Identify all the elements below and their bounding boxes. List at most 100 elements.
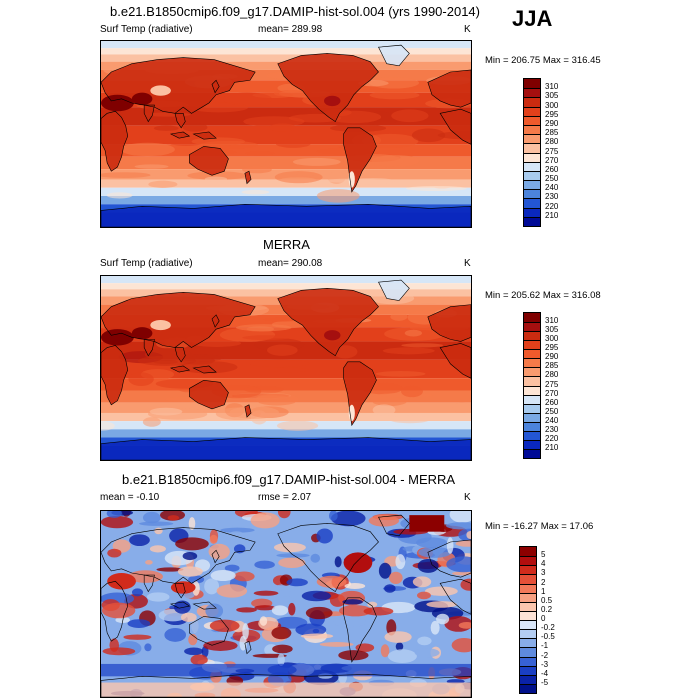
colorbar-tick-label: -0.2 — [541, 623, 555, 633]
colorbar-swatch — [524, 189, 540, 199]
colorbar-tick-label: 0.5 — [541, 595, 553, 605]
colorbar-swatch — [520, 620, 536, 630]
colorbar-tick-label: -5 — [541, 677, 549, 687]
colorbar-swatch — [524, 143, 540, 153]
colorbar-tick-label: -0.5 — [541, 632, 555, 642]
panel-1-units: K — [464, 24, 471, 35]
panel-3-title: b.e21.B1850cmip6.f09_g17.DAMIP-hist-sol.… — [122, 472, 456, 487]
map-field — [101, 511, 471, 697]
colorbar-swatch — [524, 198, 540, 208]
colorbar-swatch — [524, 403, 540, 413]
colorbar-tick-label: 300 — [545, 334, 559, 344]
panel-3-colorbar — [519, 546, 537, 694]
panel-1-minmax: Min = 206.75 Max = 316.45 — [485, 55, 601, 66]
colorbar-swatch — [524, 152, 540, 162]
colorbar-swatch — [524, 376, 540, 386]
colorbar-swatch — [524, 322, 540, 332]
panel-3-rmse: rmse = 2.07 — [258, 492, 312, 503]
colorbar-swatch — [520, 601, 536, 611]
colorbar-swatch — [524, 180, 540, 190]
colorbar-swatch — [524, 430, 540, 440]
colorbar-swatch — [524, 161, 540, 171]
colorbar-swatch — [520, 674, 536, 684]
colorbar-swatch — [520, 556, 536, 566]
colorbar-swatch — [520, 592, 536, 602]
colorbar-tick-label: 220 — [545, 201, 559, 211]
colorbar-tick-label: 240 — [545, 415, 559, 425]
panel-1-mean: mean= 289.98 — [258, 24, 323, 35]
colorbar-swatch — [524, 340, 540, 350]
colorbar-swatch — [524, 216, 540, 226]
colorbar-swatch — [524, 106, 540, 116]
season-label: JJA — [512, 6, 553, 31]
colorbar-tick-label: 295 — [545, 343, 559, 353]
colorbar-swatch — [520, 583, 536, 593]
panel-2-units: K — [464, 258, 471, 269]
panel-3-mean: mean = -0.10 — [100, 492, 160, 503]
colorbar-swatch — [520, 656, 536, 666]
colorbar-swatch — [524, 331, 540, 341]
panel-2-minmax: Min = 205.62 Max = 316.08 — [485, 290, 601, 301]
panel-2-map — [100, 275, 472, 461]
colorbar-tick-label: 280 — [545, 137, 559, 147]
colorbar-tick-label: -2 — [541, 650, 549, 660]
colorbar-swatch — [520, 683, 536, 693]
colorbar-tick-label: 210 — [545, 442, 559, 452]
colorbar-swatch — [524, 124, 540, 135]
colorbar-tick-label: 3 — [541, 568, 546, 578]
colorbar-tick-label: 2 — [541, 577, 546, 587]
colorbar-swatch — [524, 170, 540, 181]
colorbar-swatch — [520, 647, 536, 657]
colorbar-swatch — [524, 207, 540, 217]
colorbar-tick-label: 5 — [541, 550, 546, 560]
colorbar-tick-label: -3 — [541, 659, 549, 669]
colorbar-swatch — [524, 358, 540, 368]
colorbar-tick-label: 270 — [545, 388, 559, 398]
colorbar-tick-label: 305 — [545, 91, 559, 101]
colorbar-tick-label: 310 — [545, 316, 559, 326]
colorbar-tick-label: 285 — [545, 128, 559, 138]
colorbar-tick-label: 1 — [541, 586, 546, 596]
colorbar-tick-label: 260 — [545, 397, 559, 407]
panel-1-title: b.e21.B1850cmip6.f09_g17.DAMIP-hist-sol.… — [110, 4, 480, 19]
colorbar-tick-label: 0.2 — [541, 604, 553, 614]
map-field — [101, 41, 471, 227]
colorbar-tick-label: 275 — [545, 379, 559, 389]
colorbar-tick-label: 270 — [545, 155, 559, 165]
colorbar-swatch — [520, 547, 536, 557]
panel-1-variable: Surf Temp (radiative) — [100, 24, 193, 35]
colorbar-swatch — [524, 88, 540, 98]
panel-3-units: K — [464, 492, 471, 503]
colorbar-swatch — [524, 421, 540, 431]
colorbar-swatch — [524, 439, 540, 449]
colorbar-tick-label: 305 — [545, 325, 559, 335]
colorbar-swatch — [520, 665, 536, 675]
colorbar-tick-label: 0 — [541, 614, 546, 623]
colorbar-swatch — [524, 367, 540, 377]
colorbar-tick-label: 240 — [545, 183, 559, 193]
colorbar-tick-label: 220 — [545, 433, 559, 443]
colorbar-swatch — [524, 134, 540, 144]
colorbar-swatch — [520, 574, 536, 584]
colorbar-tick-label: 250 — [545, 406, 559, 416]
colorbar-swatch — [524, 349, 540, 359]
colorbar-tick-label: 230 — [545, 192, 559, 202]
colorbar-tick-label: 300 — [545, 100, 559, 110]
colorbar-tick-label: 310 — [545, 82, 559, 92]
colorbar-swatch — [524, 412, 540, 422]
colorbar-tick-label: 230 — [545, 424, 559, 434]
colorbar-swatch — [524, 79, 540, 89]
panel-1-map — [100, 40, 472, 228]
map-field — [101, 276, 471, 460]
panel-2-title: MERRA — [263, 237, 310, 252]
panel-3-map — [100, 510, 472, 698]
colorbar-tick-label: -1 — [541, 641, 549, 651]
colorbar-tick-label: 260 — [545, 164, 559, 174]
panel-1-colorbar — [523, 78, 541, 227]
colorbar-tick-label: 275 — [545, 146, 559, 156]
panel-2-mean: mean= 290.08 — [258, 258, 323, 269]
colorbar-swatch — [524, 385, 540, 395]
colorbar-swatch — [524, 97, 540, 107]
colorbar-swatch — [524, 394, 540, 404]
colorbar-tick-label: 280 — [545, 370, 559, 380]
